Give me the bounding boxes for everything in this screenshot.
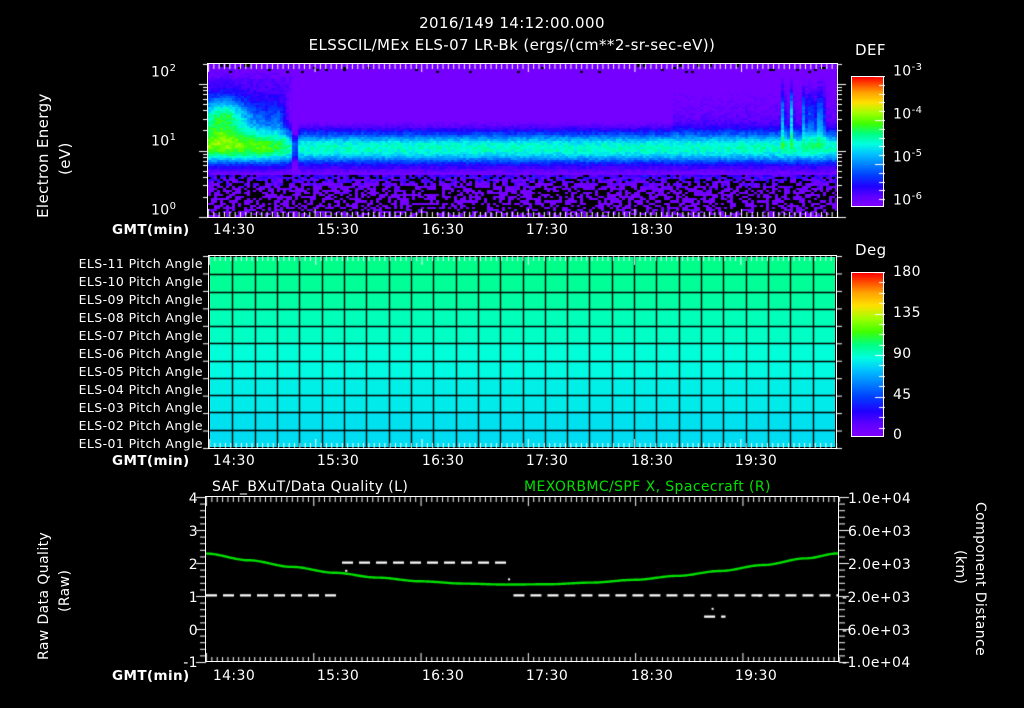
spectrogram-ytick-1: 100 [151, 201, 176, 219]
def-colorbar-tick-3: 10-6 [893, 191, 922, 209]
page-subtitle: ELSSCIL/MEx ELS-07 LR-Bk (ergs/(cm**2-sr… [308, 36, 716, 54]
deg-colorbar-tick-0: 0 [893, 427, 903, 443]
spectrogram-ylabel: Electron Energy [34, 93, 52, 218]
deg-colorbar-ticks [851, 272, 885, 438]
def-colorbar-tick-0: 10-3 [893, 62, 922, 80]
bottom-ylabel-right: Component Distance [972, 502, 988, 656]
bottom-left-tick-4: 4 [188, 491, 198, 507]
spectrogram-xtick-5: 19:30 [734, 222, 778, 238]
def-colorbar-title: DEF [855, 41, 886, 59]
pitch-row-label-3: ELS-08 Pitch Angle [78, 310, 203, 325]
spectrogram-ytick-100-base: 10 [151, 64, 170, 81]
pitch-row-label-8: ELS-03 Pitch Angle [78, 400, 203, 415]
pitch-row-label-2: ELS-09 Pitch Angle [78, 292, 203, 307]
bottom-ylabel-right-units: (km) [952, 550, 968, 584]
def-tick-2-exp: -5 [911, 148, 923, 159]
pitch-row-label-9: ELS-02 Pitch Angle [78, 418, 203, 433]
spectrogram-xtick-2: 16:30 [421, 222, 465, 238]
pitch-angle-axis-ticks [196, 248, 856, 458]
def-tick-0-base: 10 [893, 63, 912, 80]
spectrogram-ylabel-line2: (eV) [56, 142, 74, 175]
bottom-right-tick-4: -6.0e+03 [842, 623, 911, 639]
spectrogram-ytick-1-base: 10 [151, 202, 170, 219]
deg-colorbar-tick-180: 180 [893, 264, 921, 280]
def-colorbar-tick-1: 10-4 [893, 105, 922, 123]
bottom-ylabel-right-line1: Component Distance [972, 502, 988, 657]
bottom-xtick-2: 16:30 [421, 668, 465, 684]
bottom-xaxis-label: GMT(min) [112, 668, 190, 684]
bottom-ylabel-left-units: (Raw) [57, 570, 73, 612]
bottom-xtick-5: 19:30 [734, 668, 778, 684]
spectrogram-ylabel-line1: Electron Energy [34, 93, 52, 218]
pitch-xtick-2: 16:30 [421, 453, 465, 469]
spectrogram-axis-ticks [195, 55, 855, 230]
pitch-xtick-0: 14:30 [212, 453, 256, 469]
spectrogram-xaxis-label: GMT(min) [112, 222, 190, 238]
def-colorbar-ticks [851, 76, 885, 208]
spectrogram-ytick-100-exp: 2 [169, 63, 177, 74]
bottom-right-tick-5: -1.0e+04 [842, 655, 911, 671]
def-tick-2-base: 10 [893, 149, 912, 166]
bottom-panel-axis-ticks [193, 490, 873, 672]
spectrogram-xtick-1: 15:30 [316, 222, 360, 238]
bottom-right-tick-0: 1.0e+04 [848, 491, 912, 507]
spectrogram-ytick-100: 102 [151, 63, 176, 81]
spectrogram-ytick-10-base: 10 [151, 133, 170, 150]
deg-colorbar-tick-90: 90 [893, 346, 912, 362]
bottom-left-tick-3: 3 [188, 524, 198, 540]
pitch-xtick-1: 15:30 [316, 453, 360, 469]
bottom-xtick-4: 18:30 [630, 668, 674, 684]
pitch-row-label-6: ELS-05 Pitch Angle [78, 364, 203, 379]
bottom-right-tick-2: 2.0e+03 [848, 557, 912, 573]
bottom-left-tick-0: 0 [188, 623, 198, 639]
deg-colorbar-tick-45: 45 [893, 387, 912, 403]
deg-colorbar-title: Deg [855, 241, 887, 259]
bottom-xtick-1: 15:30 [316, 668, 360, 684]
bottom-left-tick-1: 1 [188, 590, 198, 606]
bottom-right-tick-3: -2.0e+03 [842, 590, 911, 606]
bottom-ylabel-left: Raw Data Quality [36, 532, 52, 660]
spectrogram-ytick-10-exp: 1 [169, 132, 177, 143]
pitch-xtick-5: 19:30 [734, 453, 778, 469]
pitch-row-label-5: ELS-06 Pitch Angle [78, 346, 203, 361]
bottom-xtick-0: 14:30 [212, 668, 256, 684]
pitch-xtick-3: 17:30 [525, 453, 569, 469]
pitch-row-label-0: ELS-11 Pitch Angle [78, 256, 203, 271]
def-tick-1-base: 10 [893, 106, 912, 123]
pitch-row-label-10: ELS-01 Pitch Angle [78, 436, 203, 451]
pitch-row-label-7: ELS-04 Pitch Angle [78, 382, 203, 397]
pitch-row-label-1: ELS-10 Pitch Angle [78, 274, 203, 289]
def-tick-3-exp: -6 [911, 191, 923, 202]
bottom-left-tick-neg1: -1 [183, 655, 198, 671]
pitch-xaxis-label: GMT(min) [112, 453, 190, 469]
spectrogram-ylabel-units: (eV) [56, 142, 74, 175]
bottom-left-tick-2: 2 [188, 557, 198, 573]
bottom-right-tick-1: 6.0e+03 [848, 524, 912, 540]
spectrogram-xtick-3: 17:30 [525, 222, 569, 238]
def-tick-0-exp: -3 [911, 62, 923, 73]
deg-colorbar-tick-135: 135 [893, 305, 921, 321]
bottom-ylabel-left-line2: (Raw) [57, 569, 73, 612]
def-tick-3-base: 10 [893, 192, 912, 209]
bottom-ylabel-left-line1: Raw Data Quality [36, 531, 52, 660]
spectrogram-xtick-4: 18:30 [630, 222, 674, 238]
pitch-xtick-4: 18:30 [630, 453, 674, 469]
page-title-timestamp: 2016/149 14:12:00.000 [419, 14, 605, 32]
spectrogram-ytick-10: 101 [151, 132, 176, 150]
bottom-ylabel-right-line2: (km) [952, 550, 968, 585]
def-colorbar-tick-2: 10-5 [893, 148, 922, 166]
spectrogram-xtick-0: 14:30 [212, 222, 256, 238]
pitch-row-label-4: ELS-07 Pitch Angle [78, 328, 203, 343]
bottom-xtick-3: 17:30 [525, 668, 569, 684]
spectrogram-ytick-1-exp: 0 [169, 201, 177, 212]
def-tick-1-exp: -4 [911, 105, 923, 116]
